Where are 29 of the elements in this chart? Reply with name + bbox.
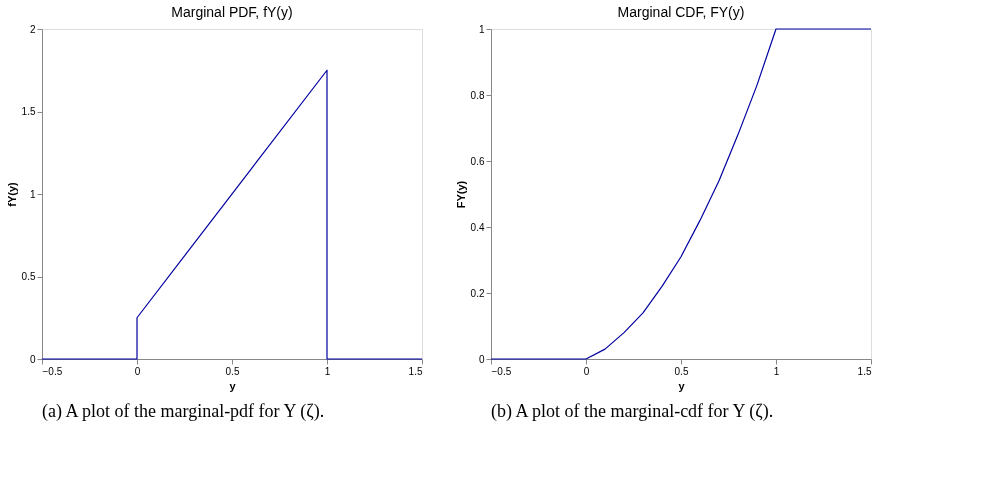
y-tick-label: 1 <box>29 188 36 200</box>
x-tick-label: −0.5 <box>42 365 63 377</box>
y-tick-label: 0.4 <box>470 221 485 233</box>
y-tick-label: 1.5 <box>21 106 36 117</box>
x-tick-label: 0 <box>134 365 141 377</box>
x-tick-label: 1 <box>324 365 331 377</box>
y-axis-title: FY(y) <box>454 180 467 209</box>
x-tick-label: −0.5 <box>491 365 512 377</box>
text: (b) A plot of the marginal-cdf for Y (ζ). <box>491 401 774 422</box>
x-tick-label: 1 <box>773 365 780 377</box>
x-tick-label: 0.5 <box>674 365 689 377</box>
chart-title: Marginal CDF, FY(y) <box>617 4 745 20</box>
chart-title: Marginal PDF, fY(y) <box>171 4 293 20</box>
x-axis-title: y <box>678 379 686 392</box>
y-tick-label: 0 <box>478 353 485 365</box>
y-tick-label: 0.2 <box>470 287 485 299</box>
x-tick-label: 0 <box>583 365 590 377</box>
y-tick-label: 0.8 <box>470 89 485 101</box>
text: (a) A plot of the marginal-pdf for Y (ζ). <box>42 401 325 422</box>
x-tick-label: 1.5 <box>408 365 423 377</box>
y-tick-label: 0.5 <box>21 271 36 282</box>
y-axis-title: fY(y) <box>5 181 18 207</box>
y-tick-label: 1 <box>478 23 485 35</box>
x-tick-label: 1.5 <box>857 365 872 377</box>
y-tick-label: 2 <box>29 23 36 35</box>
y-tick-label: 0 <box>29 353 36 365</box>
y-tick-label: 0.6 <box>470 155 485 167</box>
x-axis-title: y <box>229 379 237 392</box>
x-tick-label: 0.5 <box>225 365 240 377</box>
